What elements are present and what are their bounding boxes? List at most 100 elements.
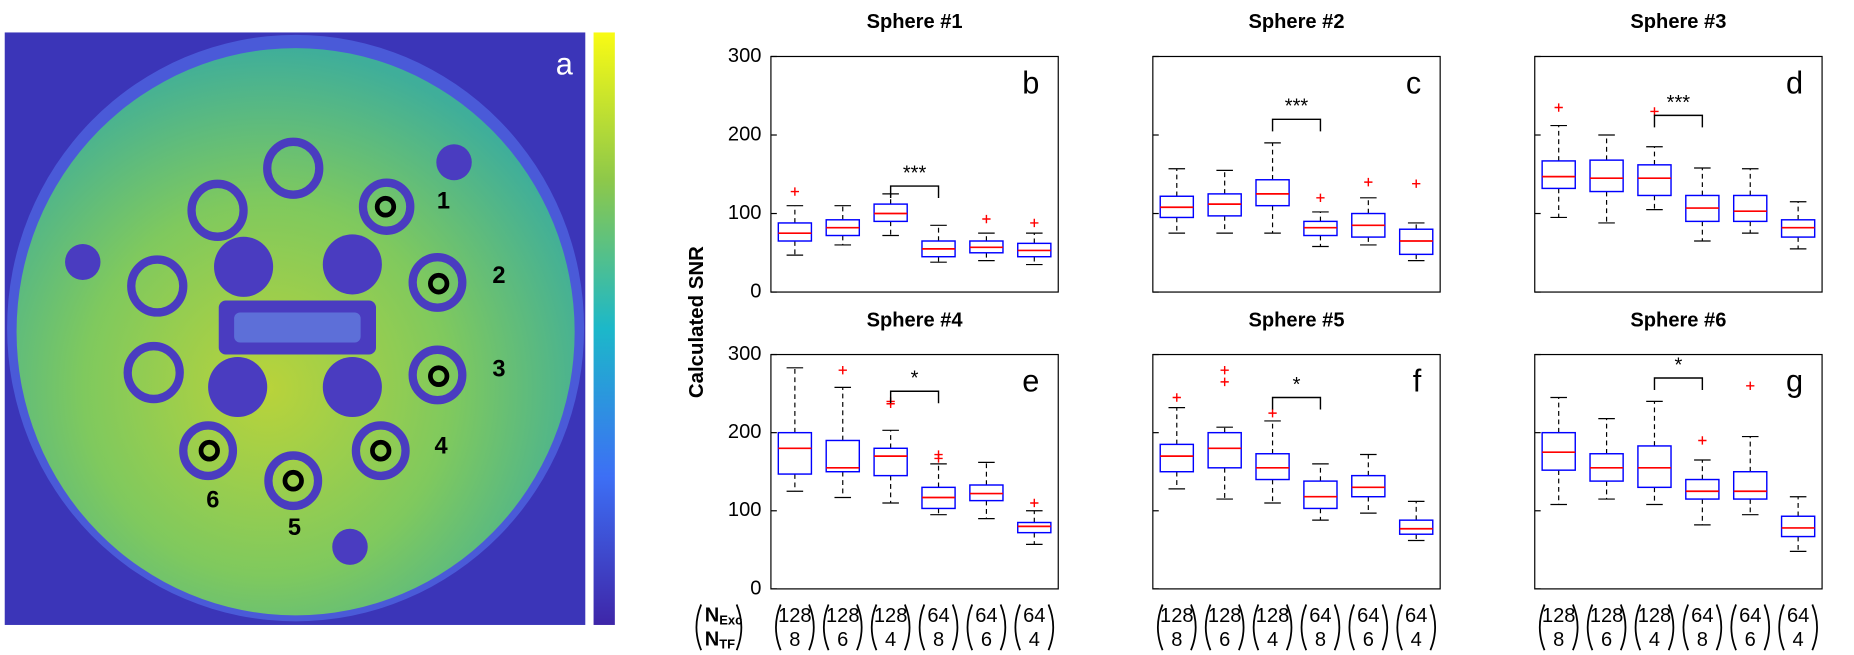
category-bracket bbox=[1204, 604, 1245, 651]
x-tick-label: 4 bbox=[1411, 629, 1422, 651]
box bbox=[1351, 474, 1386, 498]
panel-label: e bbox=[1022, 363, 1039, 398]
x-tick-label: 128 bbox=[1638, 605, 1672, 627]
category-bracket bbox=[1538, 604, 1579, 651]
sphere-label: 2 bbox=[492, 262, 505, 289]
outlier bbox=[1412, 179, 1421, 188]
chart-title: Sphere #4 bbox=[867, 309, 964, 331]
panel-label: a bbox=[556, 46, 574, 81]
x-tick-label: 8 bbox=[1697, 629, 1708, 651]
category-bracket bbox=[1014, 604, 1055, 651]
box bbox=[1732, 470, 1768, 500]
outlier bbox=[1554, 103, 1563, 112]
box bbox=[1780, 515, 1816, 538]
category-bracket bbox=[870, 604, 911, 651]
box bbox=[777, 431, 813, 475]
category-bracket bbox=[1634, 604, 1675, 651]
x-tick-label: 8 bbox=[1553, 629, 1564, 651]
row-subscript: TF bbox=[719, 637, 735, 652]
significance-label: * bbox=[1293, 374, 1301, 396]
colorbar bbox=[593, 32, 615, 625]
panel-label: f bbox=[1413, 363, 1422, 398]
outlier bbox=[1316, 193, 1325, 203]
x-tick-label: 128 bbox=[1256, 605, 1290, 627]
x-tick-label: 64 bbox=[1787, 605, 1809, 627]
x-tick-label: 64 bbox=[1739, 605, 1761, 627]
significance-bracket bbox=[1271, 396, 1322, 410]
plot-frame bbox=[1534, 353, 1823, 590]
box bbox=[1207, 431, 1242, 469]
plot-frame bbox=[770, 353, 1059, 590]
sphere-label: 6 bbox=[206, 486, 219, 513]
box bbox=[1159, 443, 1195, 473]
category-bracket bbox=[1586, 604, 1627, 651]
y-tick-label: 100 bbox=[728, 202, 762, 224]
y-axis-label: Calculated SNR bbox=[686, 246, 708, 398]
box bbox=[1589, 159, 1624, 193]
x-tick-label: 6 bbox=[837, 629, 848, 651]
box bbox=[1637, 445, 1672, 489]
x-tick-label: 128 bbox=[1208, 605, 1242, 627]
row-subscript: Exc bbox=[719, 613, 742, 628]
outlier bbox=[1364, 177, 1373, 187]
x-tick-label: 64 bbox=[1023, 605, 1045, 627]
category-bracket bbox=[1682, 604, 1723, 651]
box bbox=[825, 439, 861, 473]
y-tick-label: 0 bbox=[750, 280, 761, 302]
outlier bbox=[1030, 218, 1039, 228]
category-bracket bbox=[822, 604, 863, 651]
x-tick-label: 8 bbox=[1315, 629, 1326, 651]
box bbox=[1303, 480, 1338, 510]
significance-bracket bbox=[889, 185, 940, 199]
x-tick-label: 128 bbox=[826, 605, 860, 627]
x-tick-label: 64 bbox=[1309, 605, 1331, 627]
chart-title: Sphere #2 bbox=[1248, 11, 1344, 33]
category-bracket bbox=[1252, 604, 1293, 651]
x-tick-label: 4 bbox=[1793, 629, 1804, 651]
box bbox=[1255, 453, 1290, 481]
outlier bbox=[1698, 436, 1707, 445]
panel-label: d bbox=[1786, 65, 1803, 100]
box bbox=[1255, 179, 1290, 207]
category-bracket bbox=[1300, 604, 1341, 651]
chart-title: Sphere #6 bbox=[1630, 309, 1726, 331]
chart-title: Sphere #1 bbox=[867, 11, 963, 33]
plot-frame bbox=[1152, 353, 1441, 590]
box bbox=[777, 222, 813, 242]
plot-frame bbox=[1152, 55, 1441, 293]
outlier bbox=[1746, 381, 1755, 390]
phantom-image: a 1 2 3 4 5 6 bbox=[4, 32, 615, 625]
x-tick-label: 8 bbox=[1171, 629, 1182, 651]
panel-label: c bbox=[1406, 65, 1421, 100]
x-row-label: NTF bbox=[705, 629, 735, 652]
significance-label: *** bbox=[903, 162, 927, 184]
outlier bbox=[1172, 393, 1181, 402]
x-tick-label: 64 bbox=[975, 605, 997, 627]
y-tick-label: 300 bbox=[728, 45, 762, 67]
box bbox=[873, 447, 908, 477]
box bbox=[1398, 519, 1434, 535]
category-bracket bbox=[1396, 604, 1437, 651]
x-tick-label: 128 bbox=[1542, 605, 1576, 627]
outlier bbox=[1268, 408, 1277, 418]
significance-bracket bbox=[1653, 377, 1704, 390]
x-tick-label: 6 bbox=[981, 629, 992, 651]
category-bracket bbox=[1730, 604, 1771, 651]
category-bracket bbox=[966, 604, 1007, 651]
x-tick-label: 4 bbox=[885, 629, 896, 651]
box bbox=[1541, 160, 1576, 190]
y-tick-label: 100 bbox=[728, 499, 762, 521]
x-row-label: NExc bbox=[705, 605, 743, 628]
y-tick-label: 200 bbox=[728, 123, 762, 145]
x-tick-label: 8 bbox=[789, 629, 800, 651]
outlier bbox=[1220, 377, 1229, 387]
significance-bracket bbox=[1271, 118, 1322, 132]
x-tick-label: 6 bbox=[1601, 629, 1612, 651]
x-tick-label: 6 bbox=[1745, 629, 1756, 651]
significance-label: *** bbox=[1667, 92, 1691, 114]
chart-title: Sphere #5 bbox=[1248, 309, 1344, 331]
significance-label: * bbox=[1675, 354, 1683, 376]
category-bracket bbox=[1778, 604, 1818, 651]
